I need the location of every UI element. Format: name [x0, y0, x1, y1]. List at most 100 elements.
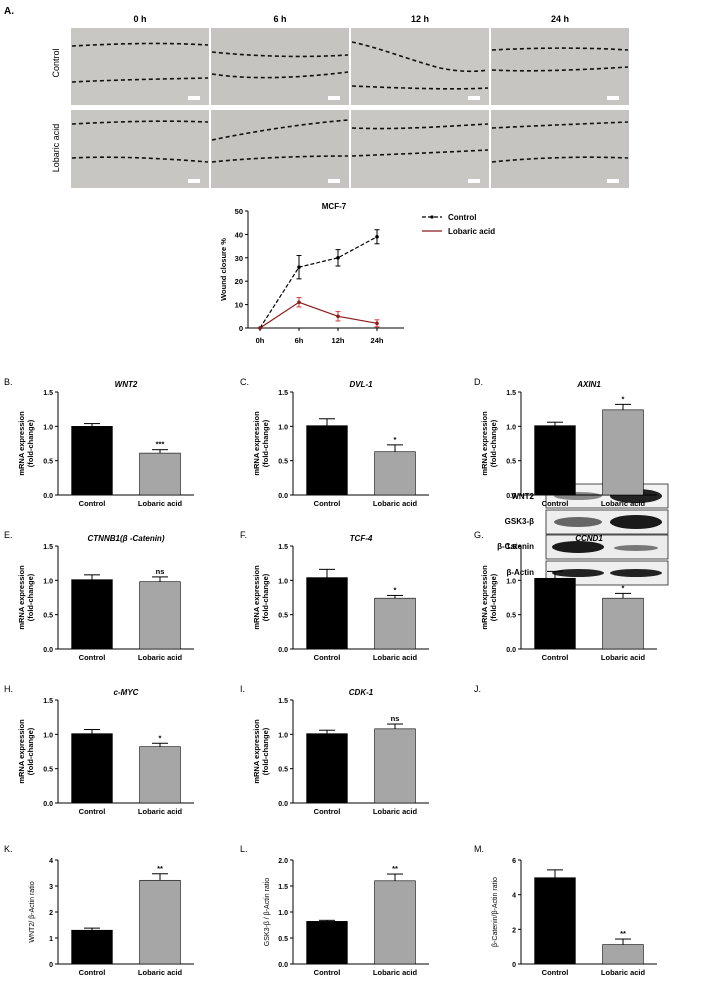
time-label-0h: 0 h — [133, 14, 146, 24]
significance-c: * — [394, 435, 397, 444]
y-axis-label-c-2: (fold-change) — [261, 419, 270, 467]
significance-d: * — [622, 394, 625, 403]
y-axis-label-g-1: mRNA expression — [480, 565, 489, 630]
chart-c: 0.0 0.5 1.0 1.5 mRNA expression (fold-change)… — [252, 380, 429, 508]
point-a-0-2 — [336, 255, 340, 260]
chart-title-g: CCND1 — [575, 534, 603, 543]
significance-g: * — [622, 583, 625, 592]
y-axis-label-b-1: mRNA expression — [17, 411, 26, 476]
y-tick-label-g-2: 1.0 — [506, 578, 516, 585]
bar-l-1 — [374, 880, 416, 965]
y-tick-label-a-1: 10 — [235, 301, 243, 310]
x-tick-label-h-1: Lobaric acid — [138, 807, 183, 816]
y-tick-label-g-3: 1.5 — [506, 544, 516, 551]
y-tick-label-k-4: 4 — [49, 858, 53, 865]
x-tick-label-e-1: Lobaric acid — [138, 653, 183, 662]
chart-h: 0.0 0.5 1.0 1.5 mRNA expression (fold-change)… — [17, 688, 194, 816]
y-tick-label-e-1: 0.5 — [43, 613, 53, 620]
bar-b-0 — [71, 426, 113, 496]
bar-k-1 — [139, 879, 181, 965]
legend-label-a-1: Lobaric acid — [448, 227, 495, 236]
y-tick-label-i-2: 1.0 — [278, 732, 288, 739]
point-a-0-3 — [375, 234, 379, 239]
blot-label-gsk3b: GSK3-β — [505, 517, 534, 526]
y-tick-label-b-0: 0.0 — [43, 493, 53, 500]
blot-band-gsk3b-control — [554, 517, 602, 527]
y-tick-label-m-2: 4 — [512, 893, 516, 900]
bar-g-1 — [602, 597, 644, 650]
x-tick-label-k-1: Lobaric acid — [138, 968, 183, 977]
y-axis-label-i-2: (fold-change) — [261, 727, 270, 775]
bar-d-1 — [602, 409, 644, 496]
x-tick-label-f-0: Control — [314, 653, 341, 662]
panel-a-letter: A. — [4, 6, 14, 17]
x-tick-label-d-1: Lobaric acid — [601, 499, 646, 508]
y-tick-label-c-2: 1.0 — [278, 424, 288, 431]
bar-e-1 — [139, 581, 181, 650]
significance-b: *** — [156, 440, 165, 449]
point-a-0-1 — [297, 265, 301, 269]
chart-b: 0.0 0.5 1.0 1.5 mRNA expression (fold-change)… — [17, 380, 194, 508]
y-axis-label-m: β-Catenin/β-Actin ratio — [492, 877, 499, 947]
y-axis-label-a: Wound closure % — [219, 238, 228, 301]
y-tick-label-c-0: 0.0 — [278, 493, 288, 500]
point-a-1-1 — [297, 300, 301, 305]
bar-c-1 — [374, 451, 416, 496]
chart-l: 0.0 0.5 1.0 1.5 2.0 GSK3-β / β-Actin ratio Con… — [264, 858, 429, 977]
blot-band-bcatenin-lobaric — [614, 545, 658, 551]
time-label-6h: 6 h — [273, 14, 286, 24]
panel-letter-m: M. — [474, 844, 484, 854]
panel-letter-f: F. — [240, 530, 247, 540]
x-tick-label-g-0: Control — [542, 653, 569, 662]
chart-title-b: WNT2 — [115, 380, 138, 389]
x-tick-label-e-0: Control — [79, 653, 106, 662]
y-tick-label-e-0: 0.0 — [43, 647, 53, 654]
panel-letter-l: L. — [240, 844, 248, 854]
blot-label-wnt2: WNT2 — [511, 492, 534, 501]
y-tick-label-k-1: 1 — [49, 936, 53, 943]
chart-i: 0.0 0.5 1.0 1.5 mRNA expression (fold-change)… — [252, 688, 429, 816]
x-tick-label-c-1: Lobaric acid — [373, 499, 418, 508]
y-tick-label-l-3: 1.5 — [278, 884, 288, 891]
bar-h-0 — [71, 733, 113, 804]
x-tick-label-g-1: Lobaric acid — [601, 653, 646, 662]
y-tick-label-c-1: 0.5 — [278, 459, 288, 466]
y-tick-label-a-3: 30 — [235, 254, 243, 263]
blot-band-bactin-control — [552, 569, 604, 577]
significance-l: ** — [392, 864, 398, 873]
bar-l-0 — [306, 921, 348, 965]
time-label-12h: 12 h — [411, 14, 429, 24]
bar-f-1 — [374, 597, 416, 650]
wound-image-lobaric-0h — [71, 110, 209, 188]
x-tick-label-f-1: Lobaric acid — [373, 653, 418, 662]
y-tick-label-f-0: 0.0 — [278, 647, 288, 654]
x-tick-label-a-1: 6h — [295, 336, 304, 345]
panel-letters: B. C. D. E. F. G. H. I. J. K. L. M. — [4, 377, 484, 854]
x-tick-label-i-1: Lobaric acid — [373, 807, 418, 816]
blot-label-bactin: β-Actin — [506, 568, 534, 577]
y-tick-label-a-4: 40 — [235, 230, 243, 239]
x-tick-label-l-0: Control — [314, 968, 341, 977]
y-tick-label-k-2: 2 — [49, 910, 53, 917]
chart-title-f: TCF-4 — [350, 534, 373, 543]
y-tick-label-a-0: 0 — [239, 324, 243, 333]
row-label-lobaric: Lobaric acid — [51, 124, 61, 173]
bar-i-0 — [306, 733, 348, 804]
x-tick-label-i-0: Control — [314, 807, 341, 816]
wound-edges — [71, 41, 629, 163]
y-tick-label-h-2: 1.0 — [43, 732, 53, 739]
bar-c-0 — [306, 425, 348, 496]
y-tick-label-g-1: 0.5 — [506, 613, 516, 620]
y-tick-label-d-3: 1.5 — [506, 390, 516, 397]
y-axis-label-i-1: mRNA expression — [252, 719, 261, 784]
chart-title-d: AXIN1 — [576, 380, 601, 389]
y-tick-label-h-0: 0.0 — [43, 801, 53, 808]
point-a-1-0 — [258, 326, 262, 330]
chart-g: 0.0 0.5 1.0 1.5 mRNA expression (fold-change)… — [480, 534, 657, 662]
chart-f: 0.0 0.5 1.0 1.5 mRNA expression (fold-change)… — [252, 534, 429, 662]
bar-d-0 — [534, 425, 576, 496]
y-axis-label-g-2: (fold-change) — [489, 573, 498, 621]
y-tick-label-a-5: 50 — [235, 207, 243, 216]
bar-i-1 — [374, 728, 416, 804]
